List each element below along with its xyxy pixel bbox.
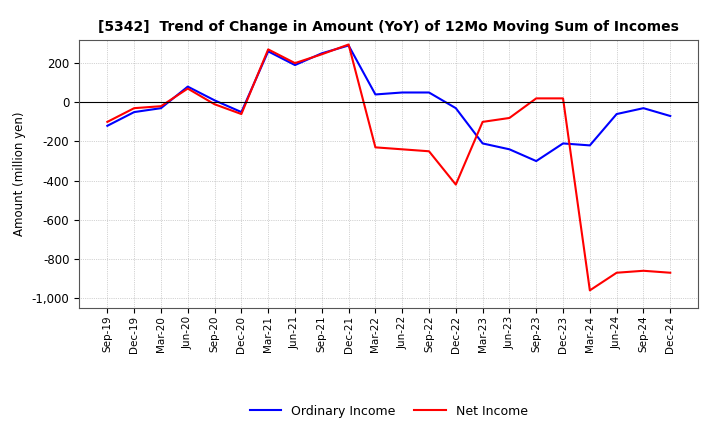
Line: Net Income: Net Income (107, 44, 670, 290)
Ordinary Income (157, 106, 166, 111)
Ordinary Income (344, 43, 353, 48)
Net Income (559, 96, 567, 101)
Line: Ordinary Income: Ordinary Income (107, 45, 670, 161)
Ordinary Income (451, 106, 460, 111)
Ordinary Income (210, 98, 219, 103)
Net Income (639, 268, 648, 273)
Net Income (532, 96, 541, 101)
Ordinary Income (639, 106, 648, 111)
Net Income (505, 115, 514, 121)
Net Income (291, 60, 300, 66)
Net Income (210, 102, 219, 107)
Y-axis label: Amount (million yen): Amount (million yen) (13, 112, 26, 236)
Legend: Ordinary Income, Net Income: Ordinary Income, Net Income (245, 400, 533, 422)
Net Income (478, 119, 487, 125)
Net Income (344, 42, 353, 47)
Net Income (157, 103, 166, 109)
Ordinary Income (532, 158, 541, 164)
Ordinary Income (425, 90, 433, 95)
Net Income (103, 119, 112, 125)
Net Income (371, 145, 379, 150)
Ordinary Income (585, 143, 594, 148)
Ordinary Income (505, 147, 514, 152)
Net Income (237, 111, 246, 117)
Net Income (451, 182, 460, 187)
Title: [5342]  Trend of Change in Amount (YoY) of 12Mo Moving Sum of Incomes: [5342] Trend of Change in Amount (YoY) o… (99, 20, 679, 34)
Net Income (398, 147, 407, 152)
Ordinary Income (237, 110, 246, 115)
Ordinary Income (478, 141, 487, 146)
Net Income (130, 106, 138, 111)
Ordinary Income (398, 90, 407, 95)
Net Income (666, 270, 675, 275)
Net Income (612, 270, 621, 275)
Net Income (184, 86, 192, 91)
Ordinary Income (291, 62, 300, 68)
Ordinary Income (666, 114, 675, 119)
Net Income (318, 51, 326, 57)
Ordinary Income (264, 49, 272, 54)
Net Income (585, 288, 594, 293)
Net Income (425, 149, 433, 154)
Ordinary Income (559, 141, 567, 146)
Ordinary Income (371, 92, 379, 97)
Ordinary Income (103, 123, 112, 128)
Ordinary Income (612, 111, 621, 117)
Ordinary Income (130, 110, 138, 115)
Ordinary Income (184, 84, 192, 89)
Ordinary Income (318, 51, 326, 56)
Net Income (264, 47, 272, 52)
